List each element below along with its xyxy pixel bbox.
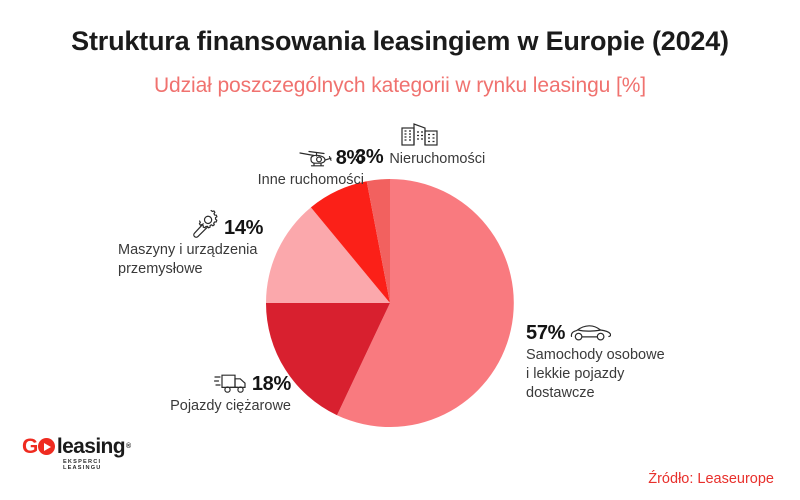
logo-wordmark: G leasing ® [22,436,142,457]
pie-slice-maszyny[interactable] [266,207,390,303]
slice-label-pojazdy-ciezarowe[interactable]: 18% Pojazdy ciężarowe [143,372,291,416]
slice-percent: 8% [335,147,365,169]
logo-play-o-icon [37,438,55,455]
logo-registered-mark: ® [126,443,132,450]
slice-label-nieruchomosci[interactable]: 3% Nieruchomości [355,122,486,169]
gear-wrench-icon [190,208,220,238]
brand-logo[interactable]: G leasing ® EKSPERCI LEASINGU [22,436,142,471]
logo-tagline: EKSPERCI LEASINGU [63,459,102,471]
logo-word-leasing: leasing [56,435,126,458]
buildings-icon [400,122,440,146]
truck-icon [213,372,248,394]
slice-category-name: Nieruchomości [389,150,486,167]
helicopter-icon [298,148,332,168]
logo-letter-g: G [22,435,38,458]
page-subtitle: Udział poszczególnych kategorii w rynku … [153,74,647,97]
page-title: Struktura finansowania leasingiem w Euro… [71,26,729,56]
slice-category-name: Inne ruchomości [257,172,364,188]
slice-label-maszyny[interactable]: 14% Maszyny i urządzenia przemysłowe [118,208,278,279]
slice-label-samochody[interactable]: 57% Samochody osobowe i lekkie pojazdy d… [526,322,716,403]
slice-percent: 14% [224,217,264,239]
slice-percent: 18% [251,373,291,395]
slice-category-name: Samochody osobowe i lekkie pojazdy dosta… [526,347,665,402]
slice-percent: 57% [526,322,566,344]
pie-slice-nieruchomosci[interactable] [366,179,390,303]
slice-category-name: Pojazdy ciężarowe [170,398,291,414]
pie-slice-pojazdy[interactable] [266,303,390,416]
pie-slice-inne[interactable] [310,181,390,303]
slice-percent: 3% [355,146,384,168]
slice-category-name: Maszyny i urządzenia przemysłowe [118,242,258,278]
source-note: Źródło: Leaseurope [648,471,774,487]
pie-chart [266,179,514,427]
pie-slice-samochody[interactable] [337,179,514,427]
car-icon [569,322,612,342]
slice-label-inne-ruchomosci[interactable]: 8% Inne ruchomości [224,147,365,190]
